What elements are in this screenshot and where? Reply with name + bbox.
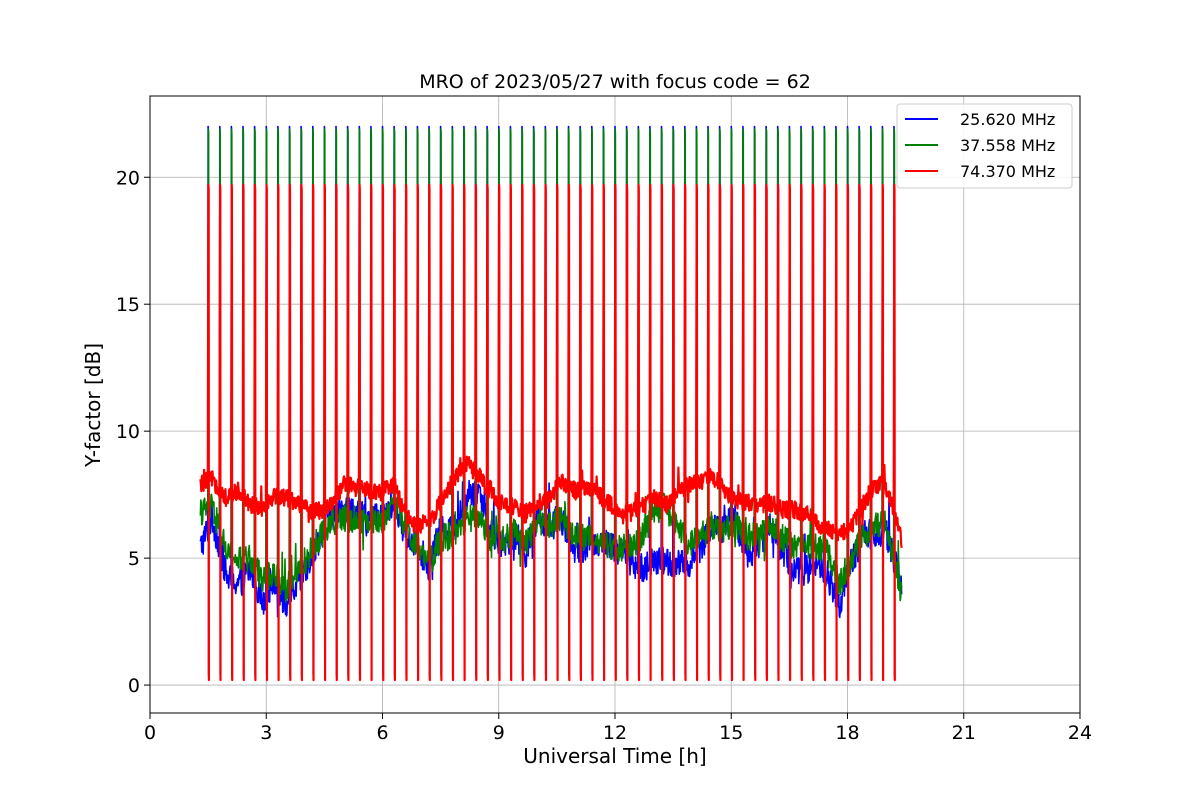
- legend-label-3: 74.370 MHz: [960, 162, 1055, 181]
- x-tick-label: 24: [1068, 722, 1092, 744]
- x-tick-label: 15: [719, 722, 743, 744]
- legend-label-2: 37.558 MHz: [960, 136, 1055, 155]
- y-axis-ticks: 0 5 10 15 20: [116, 167, 150, 697]
- x-tick-label: 12: [603, 722, 627, 744]
- legend: 25.620 MHz 37.558 MHz 74.370 MHz: [896, 103, 1073, 189]
- plot-area: [199, 125, 903, 682]
- x-tick-label: 0: [144, 722, 156, 744]
- y-tick-label: 15: [116, 294, 140, 316]
- x-tick-label: 21: [952, 722, 976, 744]
- x-axis-ticks: 0 3 6 9 12 15 18 21 24: [144, 713, 1092, 744]
- x-tick-label: 6: [376, 722, 388, 744]
- x-axis-label: Universal Time [h]: [523, 744, 706, 768]
- y-tick-label: 10: [116, 421, 140, 443]
- y-tick-label: 5: [128, 548, 140, 570]
- x-tick-label: 18: [835, 722, 859, 744]
- y-tick-label: 0: [128, 675, 140, 697]
- series-line-2: [199, 128, 903, 679]
- x-tick-label: 9: [493, 722, 505, 744]
- legend-label-1: 25.620 MHz: [960, 110, 1055, 129]
- legend-box: [896, 103, 1073, 189]
- y-axis-label: Y-factor [dB]: [81, 343, 105, 468]
- y-tick-label: 20: [116, 167, 140, 189]
- x-tick-label: 3: [260, 722, 272, 744]
- series-line-3: [199, 183, 903, 682]
- chart-title: MRO of 2023/05/27 with focus code = 62: [419, 71, 811, 93]
